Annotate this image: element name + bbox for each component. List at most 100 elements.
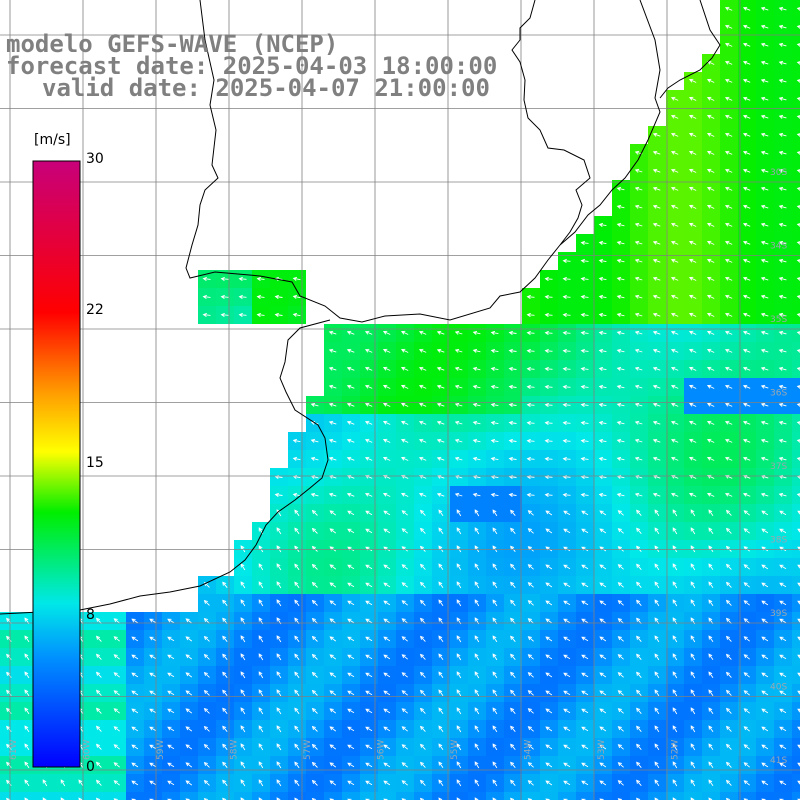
wind-arrow [545,636,553,642]
wind-arrow [472,492,481,497]
wind-arrow [725,761,732,768]
wind-arrow [617,762,624,768]
wind-arrow [310,492,319,497]
wind-arrow [508,456,517,461]
wind-arrow [401,564,408,570]
wind-arrow [365,780,373,786]
wind-arrow [510,527,516,534]
wind-arrow [598,348,607,353]
field-cell [792,162,800,180]
wind-arrow [346,330,355,335]
wind-arrow [743,744,750,750]
wind-arrow [688,402,697,407]
wind-arrow [401,636,408,642]
wind-arrow [222,581,228,588]
wind-arrow [238,312,247,317]
wind-arrow [599,690,607,696]
wind-arrow [24,635,30,643]
wind-arrow [724,258,733,263]
wind-arrow [472,402,481,407]
wind-arrow [580,348,589,353]
wind-arrow [654,725,660,733]
wind-arrow [634,330,643,335]
wind-arrow [672,779,678,787]
wind-arrow [238,276,247,281]
wind-arrow [311,545,318,552]
wind-arrow [636,527,642,534]
wind-arrow [562,438,571,443]
wind-arrow [256,294,265,299]
wind-arrow [527,618,534,624]
wind-arrow [167,618,175,624]
wind-arrow [778,150,787,155]
wind-arrow [725,743,732,750]
wind-arrow [742,456,751,461]
wind-arrow [329,762,337,768]
field-cell [792,612,800,630]
wind-arrow [365,636,373,642]
wind-arrow [760,78,769,83]
wind-arrow [167,672,175,678]
wind-arrow [474,545,480,553]
wind-arrow [490,384,499,389]
field-cell [648,792,666,800]
wind-arrow [562,366,571,371]
wind-arrow [708,761,714,769]
wind-arrow [95,707,102,714]
wind-arrow [383,708,391,714]
wind-arrow [706,456,715,461]
wind-arrow [438,707,444,715]
wind-arrow [149,618,157,624]
wind-arrow [401,510,408,516]
field-cell [792,630,800,648]
wind-arrow [526,348,535,353]
wind-arrow [725,671,732,678]
wind-arrow [258,635,264,643]
wind-arrow [797,636,800,641]
wind-arrow [508,492,517,497]
wind-arrow [364,420,373,425]
wind-arrow [636,653,642,660]
wind-arrow [761,672,769,678]
wind-arrow [634,420,643,425]
wind-arrow [454,438,463,443]
wind-arrow [742,78,751,83]
wind-arrow [636,563,642,570]
wind-arrow [797,600,800,605]
wind-arrow [742,258,751,263]
wind-arrow [725,707,732,714]
wind-arrow [544,420,553,425]
wind-arrow [760,186,769,191]
wind-arrow [474,671,480,679]
wind-arrow [364,492,373,497]
wind-arrow [436,402,445,407]
wind-arrow [599,582,607,588]
wind-arrow [472,384,481,389]
field-cell [450,792,468,800]
wind-arrow [688,222,697,227]
wind-arrow [527,564,534,570]
wind-arrow [761,708,769,714]
wind-arrow [508,348,517,353]
wind-arrow [6,797,11,800]
field-cell [792,270,800,288]
wind-arrow [131,654,139,660]
wind-arrow [688,384,697,389]
wind-arrow [672,761,678,769]
wind-arrow [778,222,787,227]
wind-arrow [510,707,516,714]
wind-arrow [581,762,589,768]
field-cell [198,792,216,800]
wind-arrow [329,690,337,696]
wind-arrow [240,671,246,679]
wind-arrow [438,653,444,661]
wind-arrow [508,366,517,371]
wind-arrow [652,312,661,317]
wind-arrow [401,618,408,624]
wind-arrow [419,797,425,800]
wind-arrow [581,582,589,588]
wind-arrow [670,348,679,353]
wind-arrow [545,546,553,552]
wind-arrow [708,743,714,751]
wind-arrow [418,456,427,461]
